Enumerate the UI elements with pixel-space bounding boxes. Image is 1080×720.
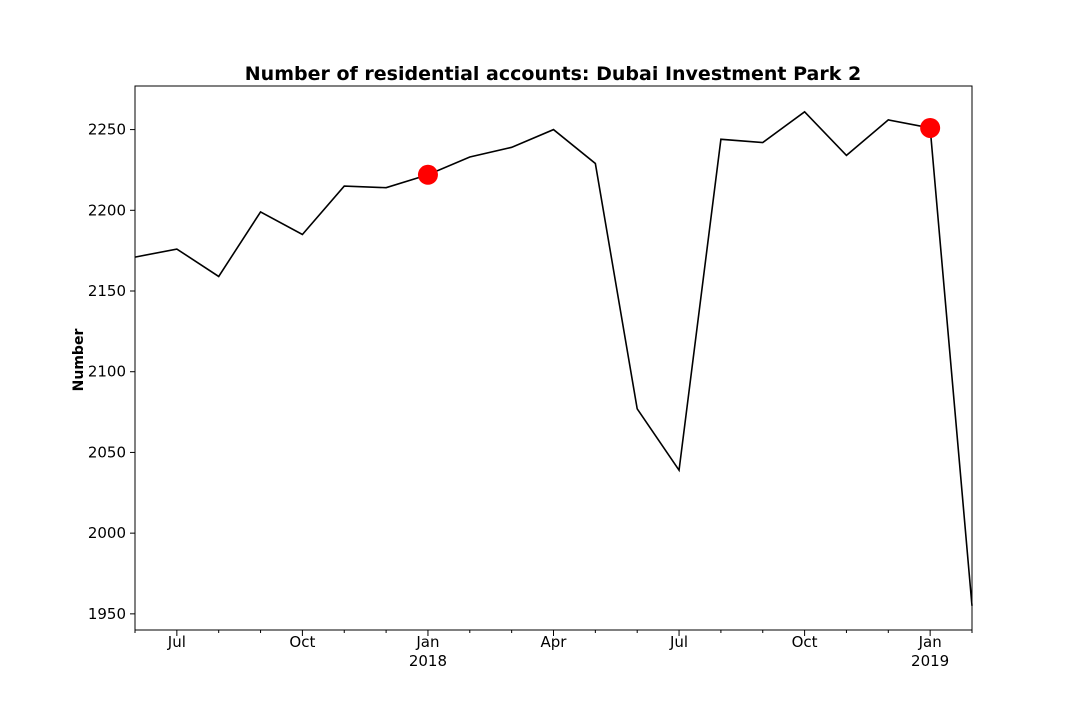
x-tick-label: Jul bbox=[669, 633, 688, 651]
chart-title: Number of residential accounts: Dubai In… bbox=[245, 63, 861, 85]
x-tick-label: Apr bbox=[541, 633, 568, 651]
y-tick-label: 2050 bbox=[88, 443, 126, 461]
y-axis-label: Number bbox=[71, 329, 87, 392]
x-tick-label: Jan bbox=[415, 633, 439, 651]
x-tick-label: Jan bbox=[918, 633, 942, 651]
x-tick-label: Oct bbox=[289, 633, 315, 651]
x-tick-year-label: 2019 bbox=[911, 652, 949, 670]
highlight-point bbox=[417, 164, 438, 185]
y-tick-label: 1950 bbox=[88, 605, 126, 623]
y-tick-label: 2000 bbox=[88, 524, 126, 542]
highlight-markers bbox=[417, 117, 941, 185]
y-tick-label: 2200 bbox=[88, 201, 126, 219]
x-tick-year-label: 2018 bbox=[409, 652, 447, 670]
series-layer bbox=[134, 110, 973, 606]
series-line bbox=[134, 110, 973, 606]
x-tick-label: Oct bbox=[792, 633, 818, 651]
y-tick-label: 2150 bbox=[88, 282, 126, 300]
y-tick-label: 2100 bbox=[88, 363, 126, 381]
y-tick-label: 2250 bbox=[88, 121, 126, 139]
plot-area-frame bbox=[134, 85, 973, 631]
x-tick-label: Jul bbox=[167, 633, 186, 651]
highlight-point bbox=[920, 117, 941, 138]
